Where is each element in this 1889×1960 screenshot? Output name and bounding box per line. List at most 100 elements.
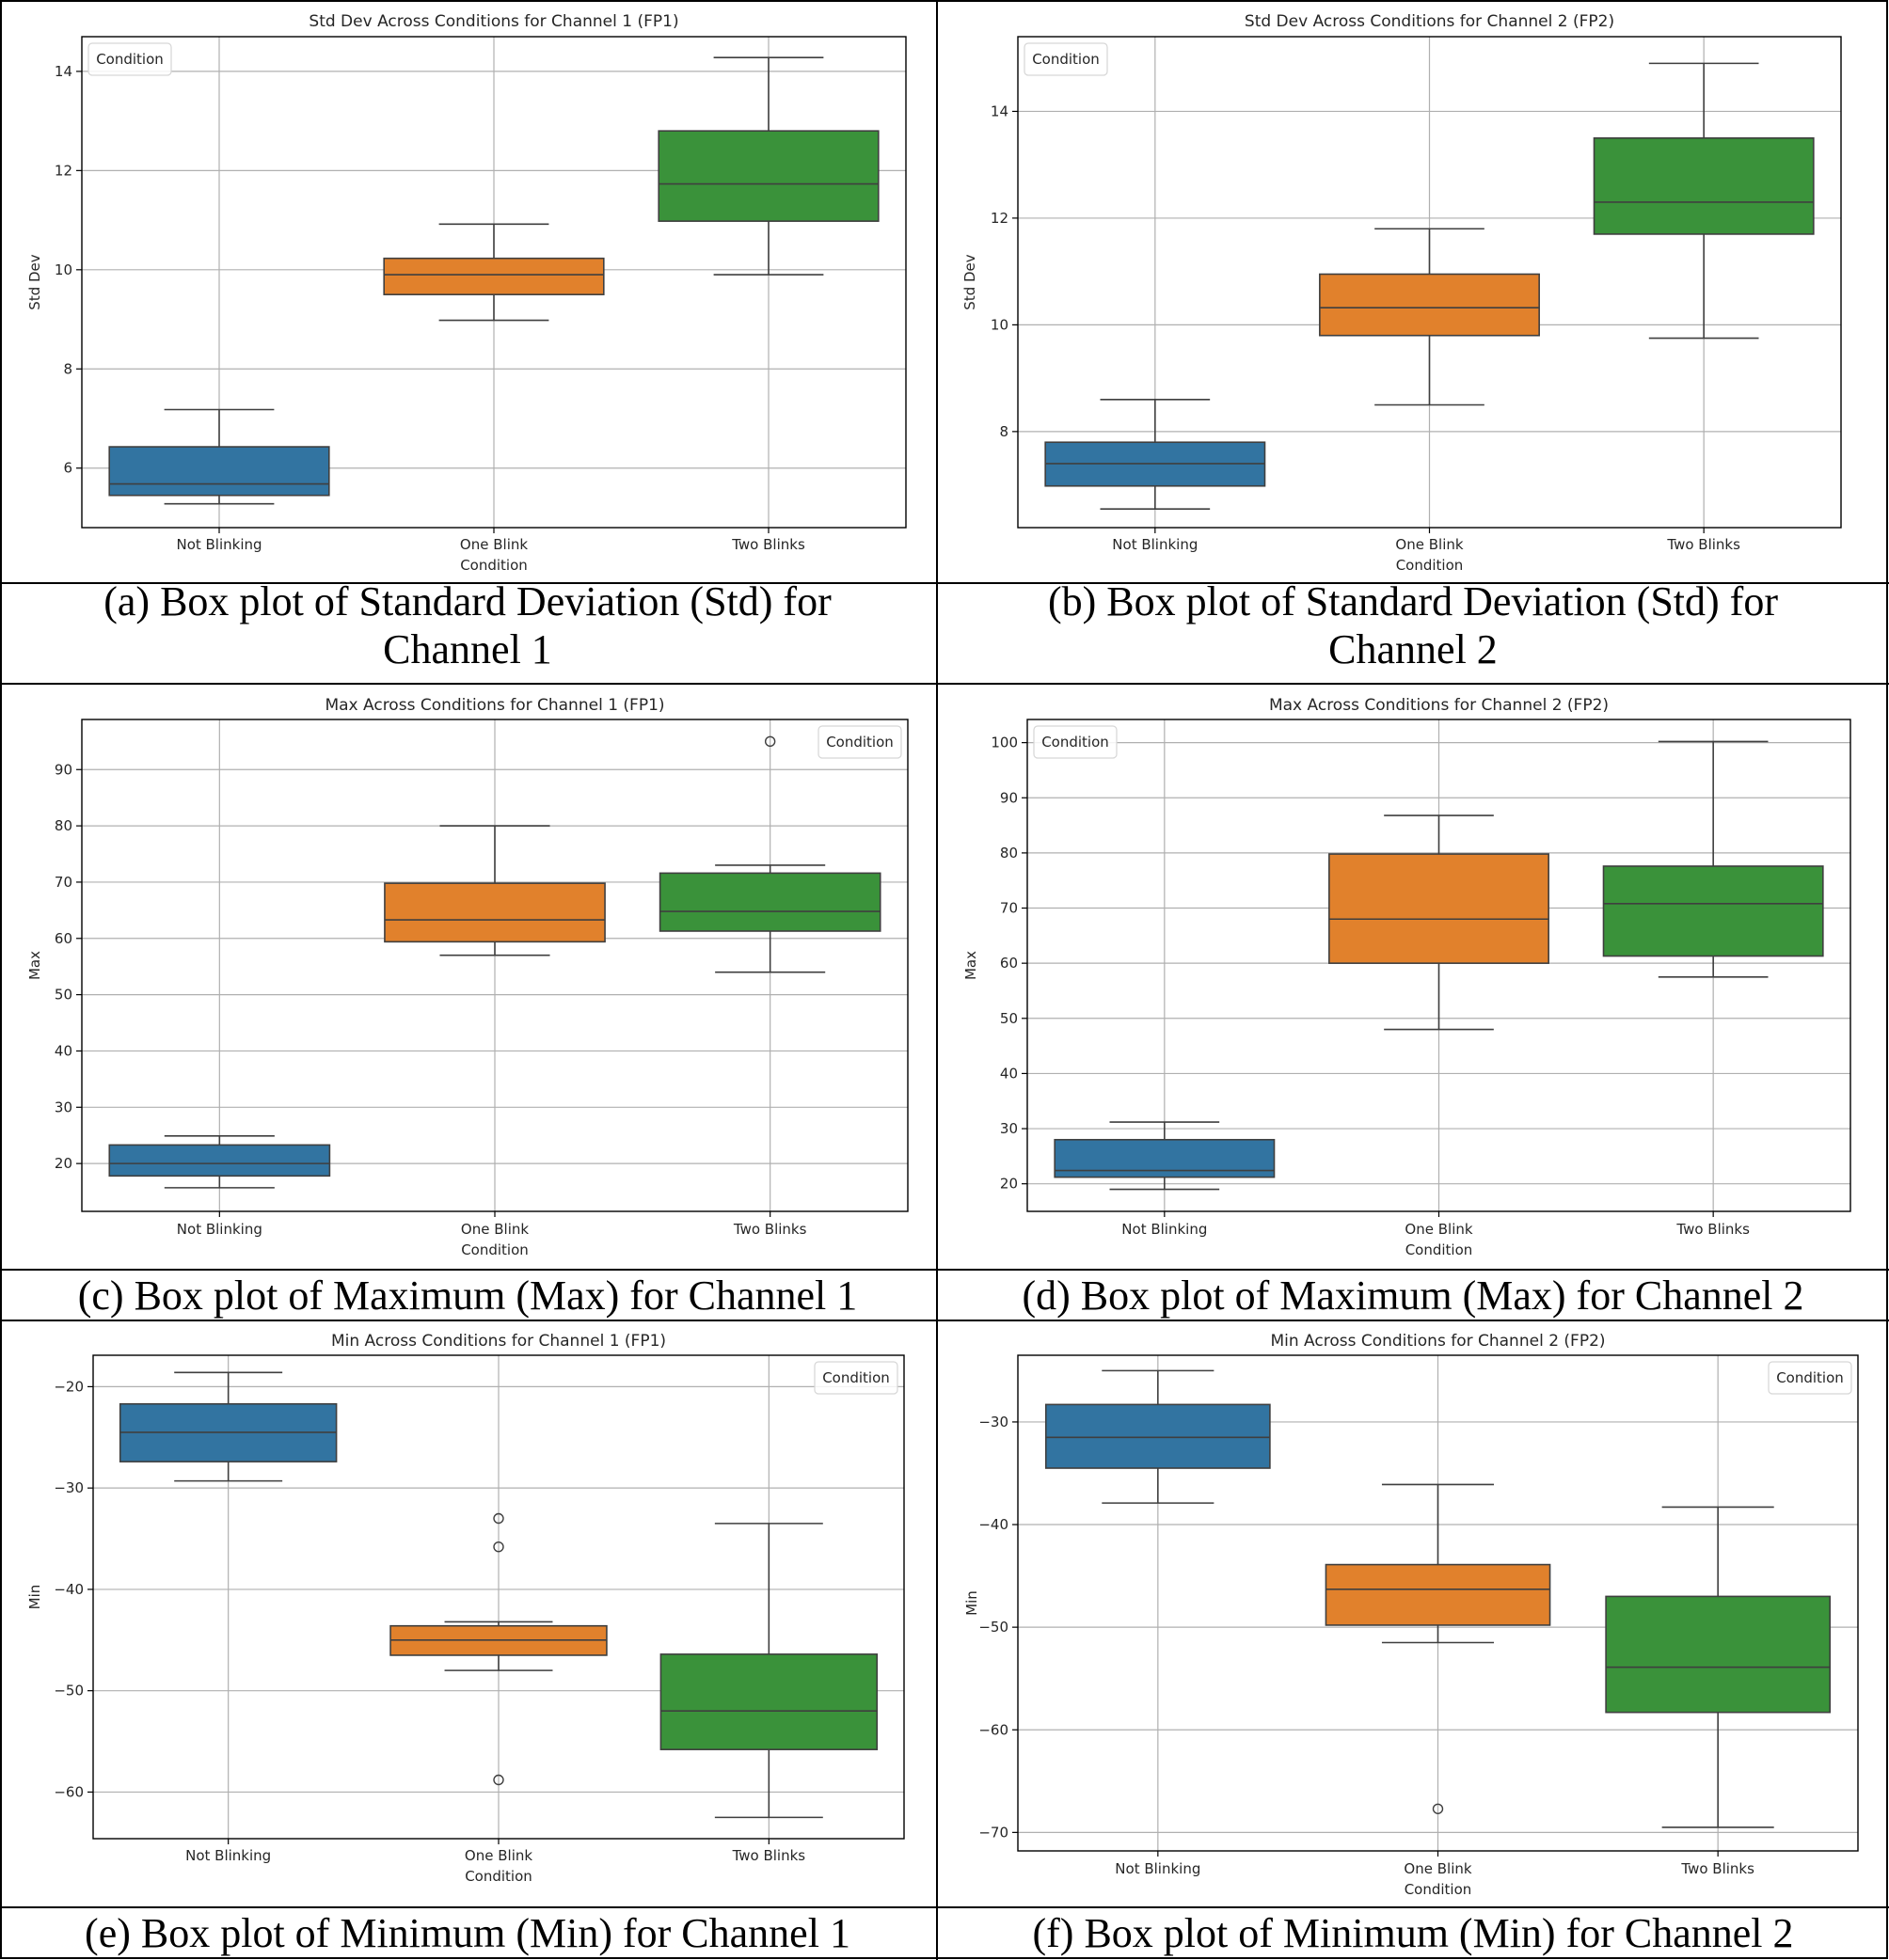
chart-title: Max Across Conditions for Channel 2 (FP2… [1269, 696, 1609, 715]
x-tick-label: Not Blinking [1121, 1221, 1207, 1238]
panel-caption-2: (b) Box plot of Standard Deviation (Std)… [1048, 578, 1778, 672]
panel-caption-4: (d) Box plot of Maximum (Max) for Channe… [1023, 1272, 1804, 1319]
y-tick-label: −70 [978, 1824, 1008, 1841]
interquartile-box [1328, 853, 1549, 964]
legend-title: Condition [822, 1369, 890, 1386]
legend: Condition [814, 1361, 898, 1395]
box-not-blinking [119, 1371, 338, 1482]
box-not-blinking [108, 408, 330, 505]
y-tick-label: 8 [999, 423, 1008, 440]
interquartile-box [1602, 865, 1824, 957]
interquartile-box [1044, 1403, 1271, 1469]
y-axis-label: Min [963, 1590, 980, 1616]
panel-caption-3: (c) Box plot of Maximum (Max) for Channe… [78, 1272, 858, 1319]
outlier-point [764, 735, 776, 748]
y-tick-label: 30 [55, 1099, 72, 1115]
y-tick-label: 10 [55, 261, 72, 278]
box-two-blinks [1593, 62, 1815, 340]
interquartile-box [659, 1653, 879, 1750]
x-tick-label: Two Blinks [1666, 536, 1740, 553]
y-tick-label: 20 [1000, 1176, 1018, 1193]
y-tick-label: −40 [54, 1581, 84, 1598]
box-two-blinks [659, 735, 881, 973]
y-tick-label: 50 [55, 987, 72, 1004]
y-tick-label: 8 [63, 360, 72, 377]
legend: Condition [87, 42, 172, 76]
x-tick-label: Two Blinks [732, 1847, 806, 1864]
y-tick-label: 100 [991, 735, 1018, 751]
y-tick-label: 10 [991, 316, 1008, 333]
x-axis-label: Condition [461, 1241, 529, 1258]
y-tick-label: 80 [55, 817, 72, 834]
box-not-blinking [1044, 399, 1266, 510]
chart-panel-4: 20 30 40 50 60 70 80 90 100 Not Blinking One Blink… [962, 696, 1851, 1258]
box-one-blink [1325, 1483, 1551, 1814]
y-tick-label: 12 [991, 210, 1008, 227]
legend-title: Condition [1032, 51, 1100, 68]
legend: Condition [1033, 725, 1118, 759]
x-tick-label: One Blink [465, 1847, 532, 1864]
interquartile-box [108, 446, 330, 497]
y-tick-label: 80 [1000, 845, 1018, 861]
legend: Condition [818, 725, 902, 759]
y-axis-label: Min [26, 1585, 43, 1610]
caption-line: Channel 2 [1328, 626, 1498, 672]
box-two-blinks [658, 56, 880, 276]
y-tick-label: −50 [54, 1683, 84, 1699]
legend-title: Condition [1776, 1369, 1844, 1386]
y-axis-label: Max [962, 951, 979, 980]
y-tick-label: 50 [1000, 1010, 1018, 1027]
legend-frame [1768, 1361, 1852, 1395]
chart-title: Min Across Conditions for Channel 2 (FP2… [1270, 1332, 1605, 1351]
x-axis-label: Condition [1405, 1241, 1473, 1258]
caption-line: (a) Box plot of Standard Deviation (Std)… [103, 578, 832, 624]
legend-frame [1033, 725, 1118, 759]
y-tick-label: −50 [978, 1619, 1008, 1636]
interquartile-box [659, 872, 881, 932]
y-tick-label: 60 [1000, 955, 1018, 972]
x-tick-label: Not Blinking [1112, 536, 1198, 553]
outlier-point [493, 1512, 504, 1525]
x-tick-label: Not Blinking [1115, 1860, 1200, 1877]
y-tick-label: −20 [54, 1378, 84, 1395]
x-tick-label: Two Blinks [733, 1221, 807, 1238]
x-axis-label: Condition [465, 1868, 532, 1885]
box-not-blinking [1054, 1121, 1276, 1191]
y-tick-label: 40 [1000, 1065, 1018, 1082]
y-tick-label: −40 [978, 1516, 1008, 1533]
outlier-point [493, 1774, 504, 1786]
y-tick-label: −60 [54, 1783, 84, 1800]
chart-panel-6: −70 −60 −50 −40 −30 Not Blinking One Blink Two … [963, 1332, 1859, 1898]
caption-line: (d) Box plot of Maximum (Max) for Channe… [1023, 1272, 1804, 1319]
panel-caption-6: (f) Box plot of Minimum (Min) for Channe… [1032, 1910, 1793, 1956]
chart-title: Max Across Conditions for Channel 1 (FP1… [325, 696, 664, 715]
box-not-blinking [1044, 1369, 1271, 1504]
legend: Condition [1024, 42, 1108, 76]
x-axis-label: Condition [1405, 1881, 1472, 1898]
legend-title: Condition [96, 51, 164, 68]
x-tick-label: Two Blinks [1680, 1860, 1754, 1877]
legend: Condition [1768, 1361, 1852, 1395]
panel-caption-5: (e) Box plot of Minimum (Min) for Channe… [85, 1910, 850, 1956]
interquartile-box [1605, 1595, 1832, 1714]
box-one-blink [383, 223, 605, 322]
y-tick-label: 90 [1000, 789, 1018, 806]
interquartile-box [1593, 137, 1815, 235]
x-tick-label: One Blink [1395, 536, 1463, 553]
x-tick-label: One Blink [461, 1221, 529, 1238]
outlier-point [493, 1541, 504, 1553]
chart-title: Std Dev Across Conditions for Channel 2 … [1245, 12, 1614, 31]
x-tick-label: Not Blinking [176, 536, 262, 553]
box-one-blink [1328, 814, 1549, 1031]
caption-line: (c) Box plot of Maximum (Max) for Channe… [78, 1272, 858, 1319]
y-axis-label: Std Dev [26, 254, 43, 309]
caption-line: Channel 1 [383, 626, 552, 672]
x-tick-label: One Blink [1404, 1860, 1471, 1877]
box-two-blinks [1602, 740, 1824, 978]
y-tick-label: 20 [55, 1155, 72, 1172]
chart-title: Min Across Conditions for Channel 1 (FP1… [331, 1332, 666, 1351]
interquartile-box [1319, 273, 1540, 337]
caption-line: (f) Box plot of Minimum (Min) for Channe… [1032, 1910, 1793, 1956]
